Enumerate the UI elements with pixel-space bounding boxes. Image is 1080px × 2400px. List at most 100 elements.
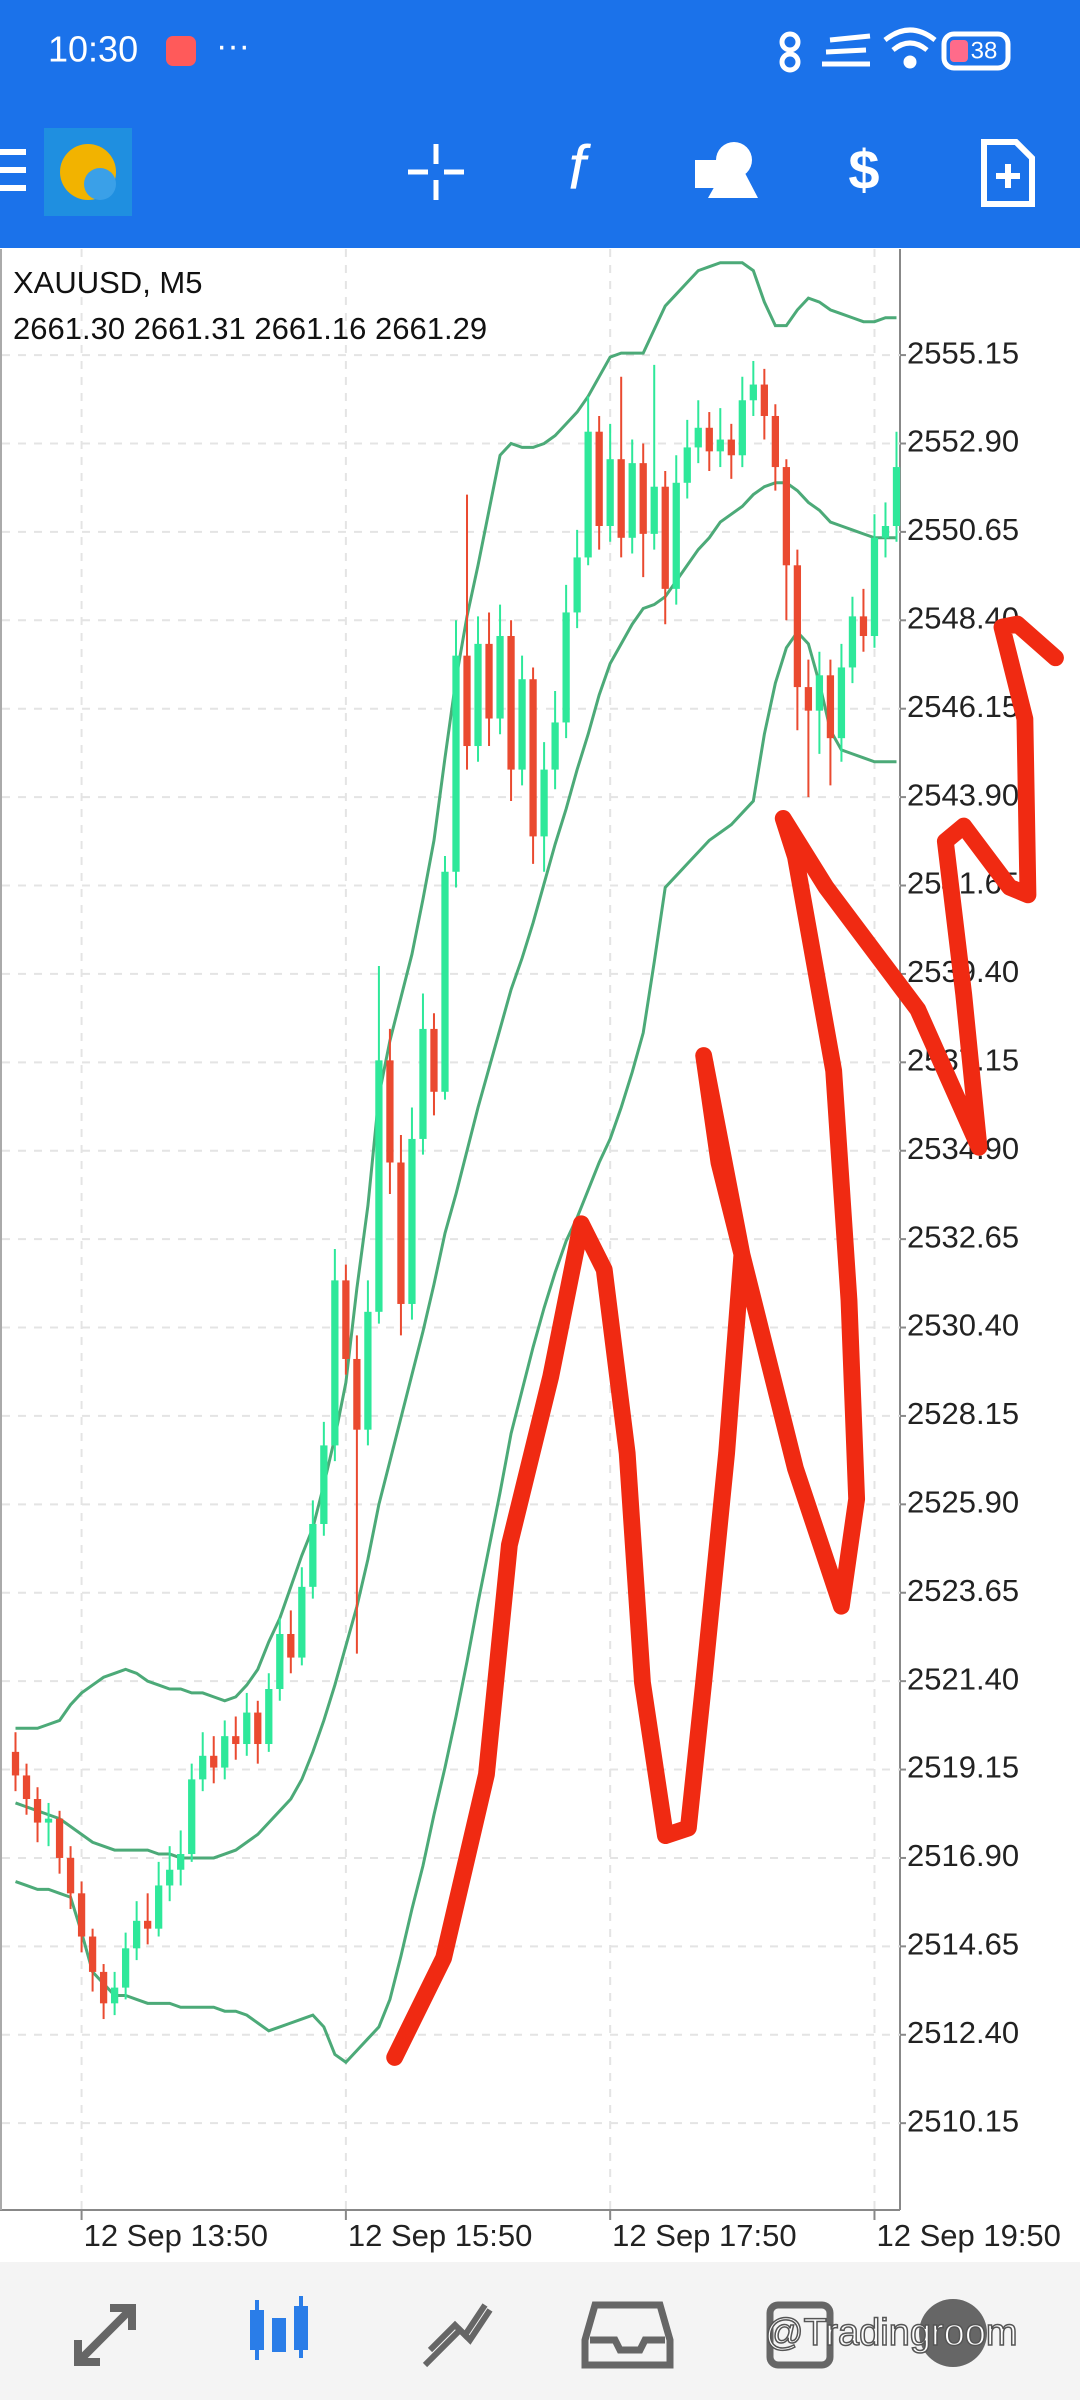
y-tick-label: 2552.90 bbox=[907, 424, 1019, 459]
candle-body bbox=[540, 769, 548, 837]
candle-body bbox=[397, 1162, 405, 1304]
y-tick-label: 2543.90 bbox=[907, 777, 1019, 812]
new-order-button[interactable] bbox=[981, 139, 1035, 207]
bottom-nav-bg bbox=[0, 2262, 1080, 2400]
x-tick-label: 12 Sep 13:50 bbox=[84, 2218, 268, 2253]
app-logo-mark bbox=[84, 168, 116, 200]
candle-body bbox=[672, 482, 680, 589]
candle-body bbox=[144, 1920, 152, 1929]
candle-body bbox=[408, 1138, 416, 1304]
nav-chart[interactable] bbox=[250, 2296, 308, 2360]
candle-body bbox=[287, 1633, 295, 1658]
nav-history[interactable] bbox=[581, 2301, 674, 2369]
y-tick-label: 2546.15 bbox=[907, 689, 1019, 724]
candle-body bbox=[121, 1948, 130, 1988]
candle-body bbox=[793, 565, 802, 688]
objects-button[interactable] bbox=[695, 142, 758, 198]
status-icons bbox=[779, 27, 1011, 73]
nav-trade[interactable] bbox=[422, 2303, 493, 2368]
candle-body bbox=[837, 667, 846, 739]
candle-body bbox=[628, 463, 636, 538]
candle-body bbox=[232, 1736, 240, 1745]
x-tick-label: 12 Sep 19:50 bbox=[876, 2218, 1060, 2253]
y-tick-label: 2519.15 bbox=[907, 1750, 1019, 1785]
status-time: 10:30 bbox=[48, 29, 138, 70]
y-tick-label: 2550.65 bbox=[907, 512, 1019, 547]
candle-body bbox=[507, 636, 515, 770]
y-tick-label: 2510.15 bbox=[907, 2103, 1019, 2138]
candle-body bbox=[99, 1971, 108, 2004]
candle-body bbox=[221, 1736, 229, 1768]
candle-body bbox=[22, 1775, 31, 1800]
hand-drawing bbox=[386, 615, 1064, 2066]
candle-body bbox=[848, 616, 857, 668]
nav-settings[interactable] bbox=[919, 2299, 987, 2367]
candle-body bbox=[66, 1857, 75, 1894]
candle-body bbox=[551, 722, 559, 770]
candle-body bbox=[771, 415, 779, 468]
candle-body bbox=[650, 486, 658, 534]
candle-body bbox=[529, 679, 537, 837]
y-tick-label: 2534.90 bbox=[907, 1131, 1019, 1166]
candle-body bbox=[595, 431, 603, 526]
y-tick-label: 2523.65 bbox=[907, 1573, 1019, 1608]
candle-body bbox=[44, 1818, 53, 1823]
candle-body bbox=[155, 1885, 163, 1929]
candle-body bbox=[177, 1854, 185, 1870]
band-line bbox=[15, 261, 897, 1730]
candle-body bbox=[243, 1712, 251, 1745]
y-tick-label: 2530.40 bbox=[907, 1308, 1019, 1343]
candle-body bbox=[694, 427, 702, 448]
candle-body bbox=[485, 643, 493, 719]
candle-body bbox=[386, 1060, 394, 1163]
menu-button[interactable] bbox=[0, 149, 26, 191]
status-more: ··· bbox=[216, 27, 250, 65]
crosshair-button[interactable] bbox=[408, 144, 464, 200]
candle-body bbox=[661, 486, 669, 589]
candle-body bbox=[320, 1445, 328, 1524]
band-line bbox=[15, 481, 897, 1860]
y-tick-label: 2555.15 bbox=[907, 335, 1019, 370]
candle-body bbox=[881, 525, 890, 538]
y-tick-label: 2516.90 bbox=[907, 1838, 1019, 1873]
candle-body bbox=[496, 636, 504, 719]
x-tick-label: 12 Sep 17:50 bbox=[612, 2218, 796, 2253]
candle-body bbox=[430, 1028, 438, 1092]
candle-body bbox=[375, 1060, 383, 1312]
trade-button[interactable]: $ bbox=[848, 138, 879, 201]
y-tick-label: 2514.65 bbox=[907, 1927, 1019, 1962]
candle-body bbox=[815, 675, 824, 711]
chart-subtitle: 2661.30 2661.31 2661.16 2661.29 bbox=[13, 311, 487, 346]
chart-title: XAUUSD, M5 bbox=[13, 265, 202, 300]
battery-text: 38 bbox=[971, 37, 998, 64]
candle-body bbox=[716, 439, 724, 452]
battery-level bbox=[950, 40, 968, 62]
watermark: @Tradingroom bbox=[765, 2312, 1018, 2354]
header-bg bbox=[0, 0, 1080, 248]
y-tick-label: 2521.40 bbox=[907, 1661, 1019, 1696]
candle-body bbox=[188, 1779, 196, 1855]
plot: 2510.15 2512.40 2514.65 2516.90 2519.15 2521.… bbox=[2, 249, 1061, 2253]
candle-body bbox=[276, 1633, 284, 1690]
candle-body bbox=[353, 1358, 361, 1430]
candle-body bbox=[342, 1280, 350, 1359]
candle-body bbox=[518, 679, 526, 770]
candle-body bbox=[892, 467, 901, 526]
candle-body bbox=[727, 439, 735, 456]
drawn-stroke bbox=[386, 615, 1064, 2066]
candle-body bbox=[562, 612, 570, 723]
candle-body bbox=[760, 384, 768, 416]
candle-body bbox=[705, 427, 713, 452]
candle-body bbox=[463, 655, 471, 747]
candle-body bbox=[55, 1818, 64, 1858]
nav-quotes[interactable] bbox=[74, 2304, 136, 2366]
candle-body bbox=[584, 431, 592, 558]
nav-messages[interactable] bbox=[766, 2301, 834, 2369]
candle-body bbox=[210, 1755, 218, 1768]
candle-body bbox=[254, 1712, 262, 1745]
x-tick-label: 12 Sep 15:50 bbox=[348, 2218, 532, 2253]
candle-body bbox=[331, 1280, 339, 1446]
candle-body bbox=[77, 1893, 86, 1937]
